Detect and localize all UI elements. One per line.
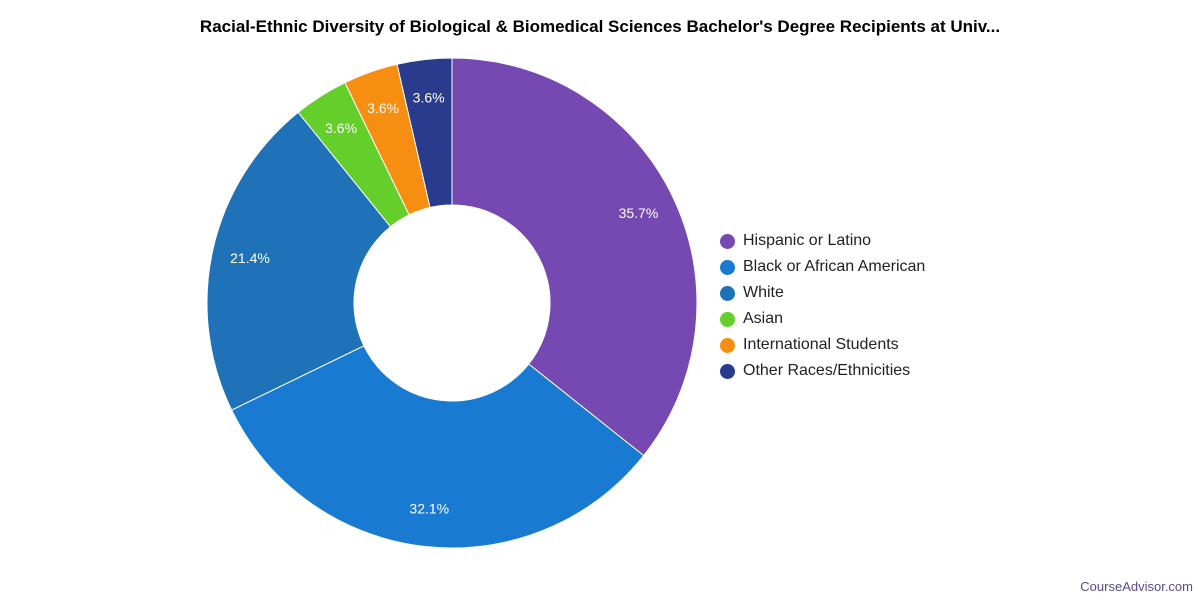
legend-swatch-0	[720, 233, 735, 249]
legend-item-5: Other Races/Ethnicities	[720, 358, 925, 384]
legend-swatch-5	[720, 363, 735, 379]
slice-label-5: 3.6%	[413, 89, 445, 105]
legend-item-4: International Students	[720, 332, 925, 358]
legend-swatch-3	[720, 311, 735, 327]
slice-label-0: 35.7%	[619, 205, 659, 221]
legend-label-4: International Students	[743, 336, 899, 353]
legend-label-5: Other Races/Ethnicities	[743, 362, 911, 379]
slice-label-2: 21.4%	[230, 250, 270, 266]
legend-label-0: Hispanic or Latino	[743, 232, 872, 249]
slice-label-1: 32.1%	[409, 501, 449, 517]
legend-item-1: Black or African American	[720, 254, 925, 280]
slice-1	[230, 345, 645, 549]
legend-item-0: Hispanic or Latino	[720, 228, 925, 254]
chart-title: Racial-Ethnic Diversity of Biological & …	[199, 17, 1001, 36]
chart-legend: Hispanic or Latino Black or African Ameri…	[720, 228, 925, 384]
slice-0	[451, 57, 698, 457]
legend-item-3: Asian	[720, 306, 925, 332]
legend-label-2: White	[743, 284, 784, 301]
legend-item-2: White	[720, 280, 925, 306]
slice-label-3: 3.6%	[325, 120, 357, 136]
legend-label-1: Black or African American	[743, 258, 926, 275]
legend-label-3: Asian	[743, 310, 784, 327]
legend-swatch-1	[720, 259, 735, 275]
slice-label-4: 3.6%	[367, 100, 399, 116]
slice-2	[206, 111, 392, 411]
slice-5	[396, 57, 453, 209]
legend-swatch-2	[720, 285, 735, 301]
legend-swatch-4	[720, 337, 735, 353]
watermark: CourseAdvisor.com	[1080, 579, 1193, 594]
